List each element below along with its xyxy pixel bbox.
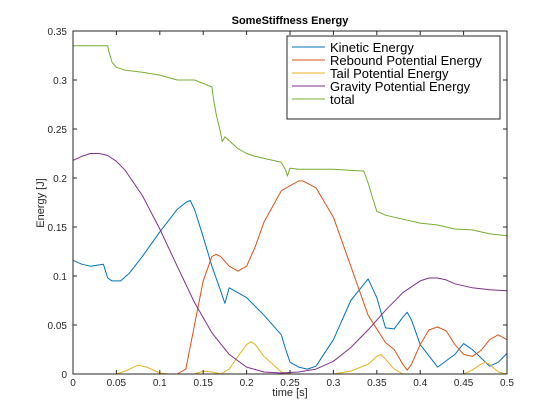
x-tick-label: 0.05 — [107, 378, 127, 389]
legend-label: Rebound Potential Energy — [330, 53, 482, 68]
x-tick-label: 0.3 — [326, 378, 340, 389]
y-axis: 0 0.05 0.1 0.15 0.2 0.25 0.3 0.35 — [48, 27, 507, 381]
legend-label: Kinetic Energy — [330, 40, 414, 55]
series-line-5 — [73, 45, 508, 237]
x-tick-label: 0.45 — [454, 378, 474, 389]
y-tick-label: 0.25 — [48, 125, 68, 136]
series-line-3 — [73, 341, 508, 375]
x-tick-label: 0 — [70, 378, 76, 389]
y-tick-label: 0.15 — [48, 223, 68, 234]
y-tick-label: 0.1 — [53, 272, 67, 283]
x-axis: 0 0.05 0.1 0.15 0.2 0.25 0.3 0.35 0.4 0.45 0.5 — [70, 31, 514, 389]
series-line-1 — [72, 200, 508, 370]
x-tick-label: 0.25 — [280, 378, 300, 389]
legend-label: Gravity Potential Energy — [330, 79, 471, 94]
y-axis-label: Energy [J] — [35, 178, 47, 228]
x-tick-label: 0.4 — [413, 378, 427, 389]
y-tick-label: 0.2 — [53, 174, 67, 185]
series-line-2 — [73, 180, 508, 375]
x-tick-label: 0.1 — [153, 378, 167, 389]
x-axis-label: time [s] — [272, 387, 307, 399]
legend-box — [286, 35, 501, 120]
x-tick-label: 0.5 — [500, 378, 514, 389]
legend-label: Tail Potential Energy — [330, 66, 449, 81]
y-tick-label: 0.3 — [53, 76, 67, 87]
series-line-4 — [72, 153, 508, 374]
x-tick-label: 0.15 — [193, 378, 213, 389]
series-layer — [72, 45, 508, 375]
y-tick-label: 0.05 — [48, 321, 68, 332]
legend-label: total — [330, 92, 355, 107]
x-tick-label: 0.35 — [367, 378, 387, 389]
x-tick-label: 0.2 — [240, 378, 254, 389]
y-tick-label: 0 — [61, 370, 67, 381]
y-tick-label: 0.35 — [48, 27, 68, 38]
chart-title: SomeStiffness Energy — [232, 15, 350, 27]
